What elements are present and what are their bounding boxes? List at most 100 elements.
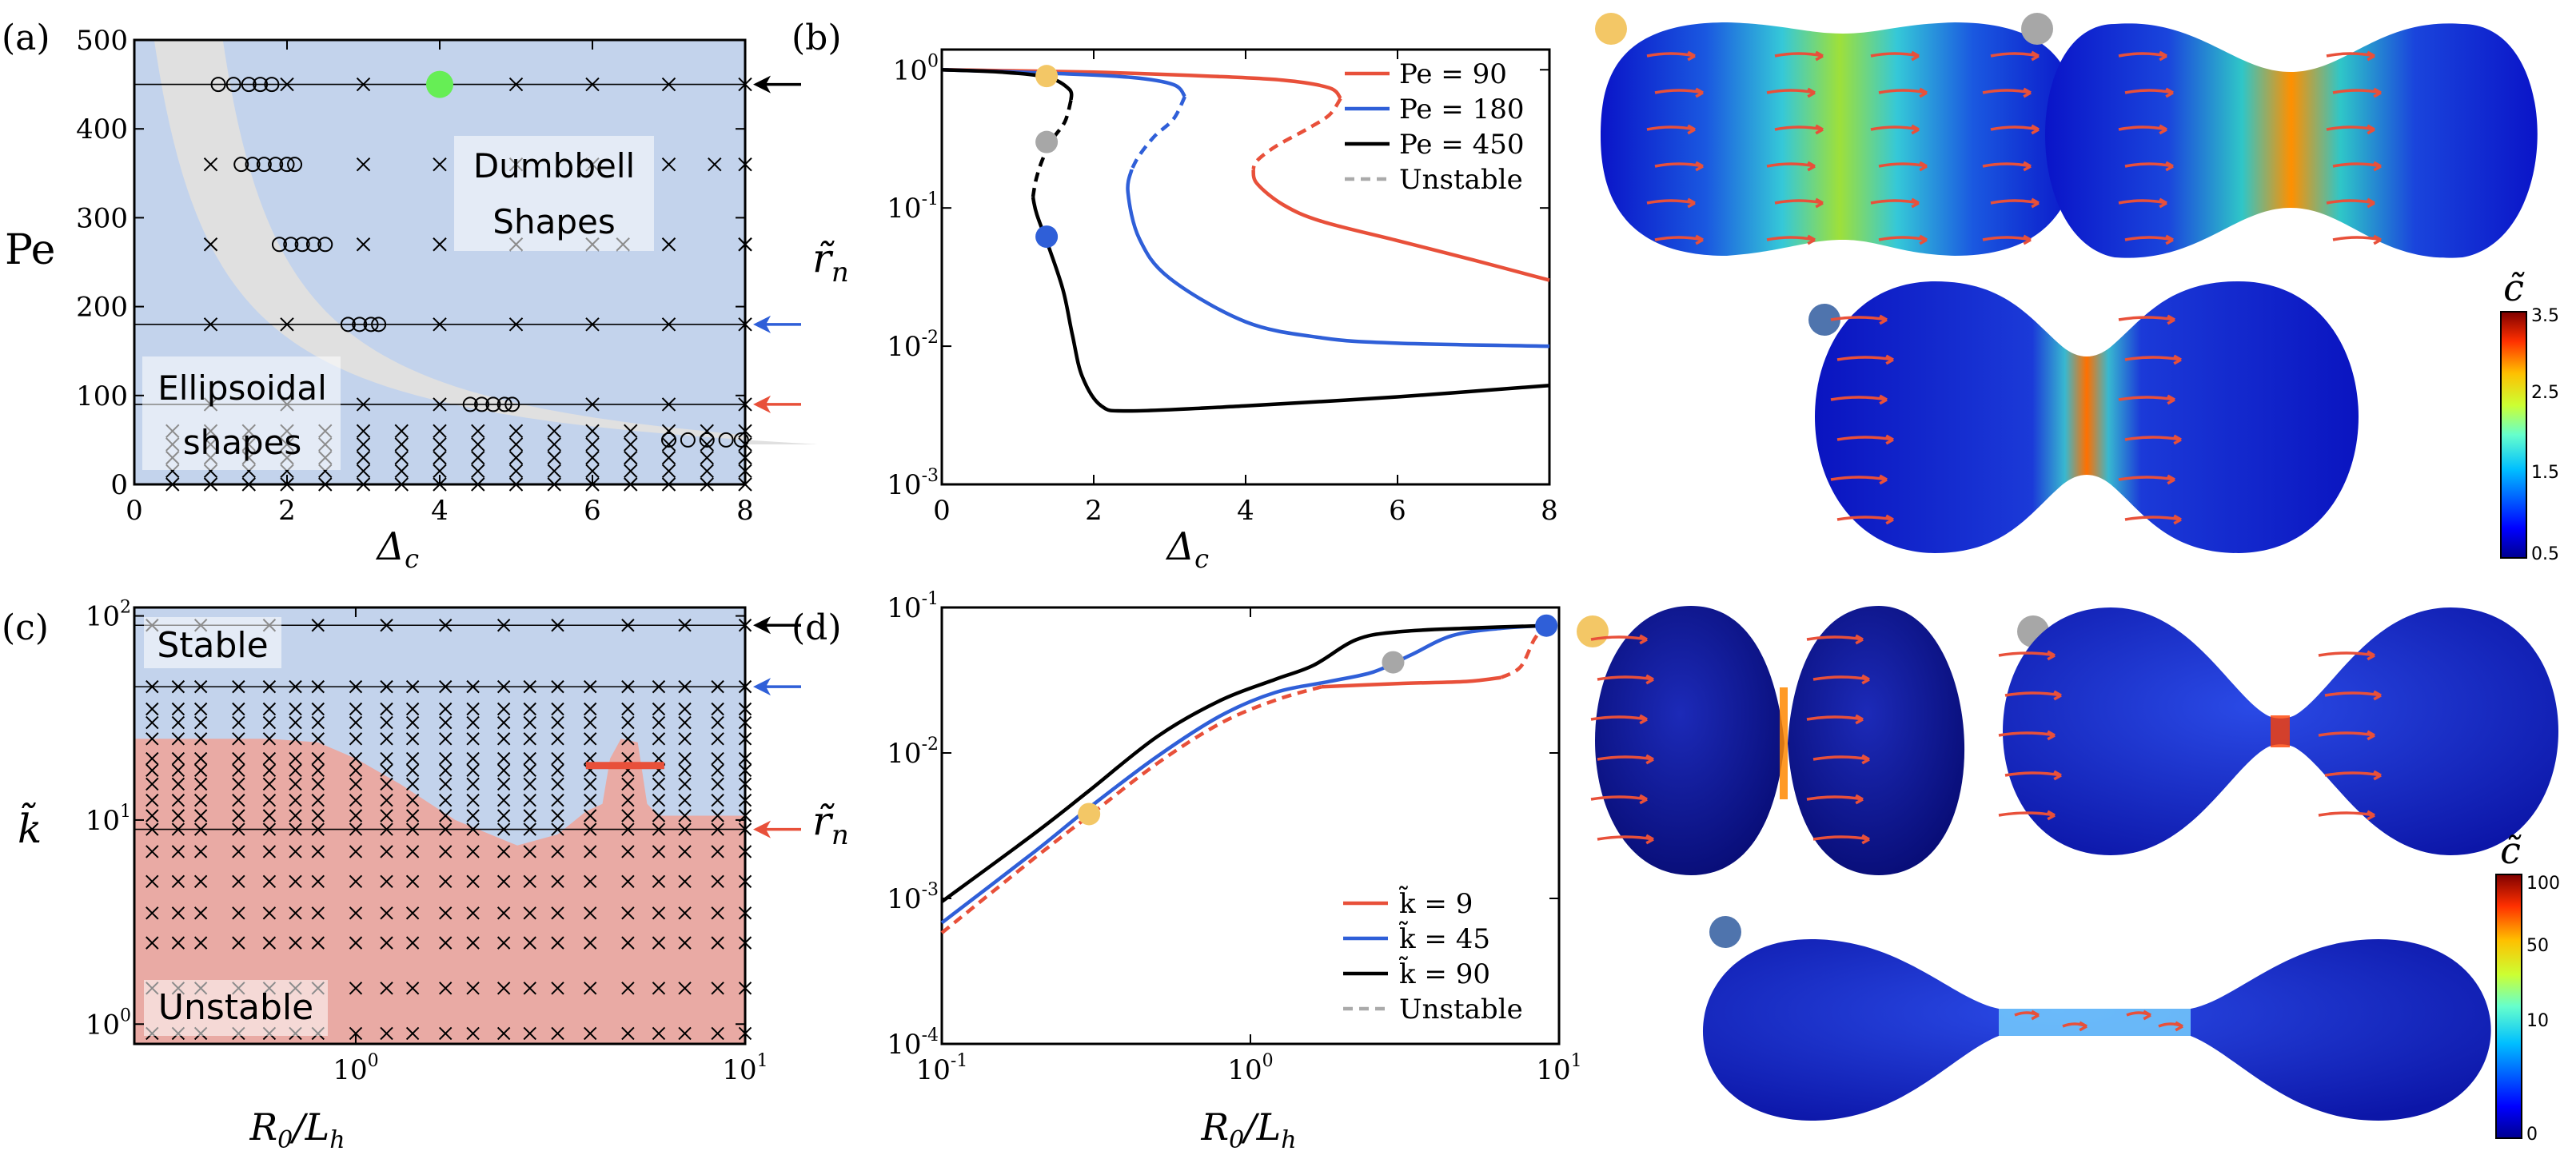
- flow-arrow-top-head-45: [2173, 434, 2182, 445]
- flow-arrow-top-head-16: [1911, 124, 1920, 135]
- flow-arrow-top-head-20: [1911, 197, 1920, 209]
- panel-c-cross-18-10: [678, 763, 692, 778]
- panel-c-cross-19-7: [711, 809, 724, 822]
- panel-a-circle-0-2: [241, 77, 257, 93]
- flow-arrow-top-head-19: [2023, 161, 2032, 172]
- panel-c-cross-4-3: [262, 906, 277, 920]
- panel-c-cross-18-2: [678, 936, 692, 950]
- panel-c-cross-9-5: [405, 845, 420, 858]
- panel-a-cross-2-11: [547, 450, 561, 465]
- marker-gray-dot: [2021, 13, 2053, 45]
- panel-c-cross-7-4: [349, 874, 363, 888]
- panel-c-cross-18-15: [678, 679, 692, 694]
- panel-d-xtick-1-label: 100: [1227, 1051, 1273, 1086]
- panel-c-cross-11-2: [466, 936, 480, 950]
- flow-arrow-bottom-9: [1812, 755, 1870, 761]
- panel-c-cross-15-1: [583, 982, 597, 995]
- colorbar-top-tick-1: 3.5: [2531, 306, 2559, 326]
- panel-c-cross-8-16: [380, 619, 393, 632]
- panel-a-cross-1-7: [394, 464, 409, 479]
- panel-c-cross-17-7: [652, 809, 666, 822]
- panel-c-cross-3-10: [232, 763, 245, 778]
- region-label-unstable: Unstable: [158, 987, 313, 1028]
- panel-a-xlabel: Δc: [375, 524, 419, 574]
- flow-arrow-bottom-head-24: [2143, 1010, 2151, 1021]
- panel-a-circle-3-1: [352, 317, 368, 333]
- panel-c-cross-11-9: [466, 777, 480, 791]
- panel-c-cross-0-12: [146, 732, 159, 746]
- flow-arrow-bottom-11: [1812, 835, 1870, 841]
- panel-c-cross-14-14: [551, 702, 564, 716]
- panel-c-cross-7-9: [349, 777, 363, 791]
- panel-c-cross-2-11: [193, 751, 208, 766]
- panel-c-cross-19-6: [711, 822, 724, 836]
- panel-d-series-0-stable: [1321, 675, 1502, 689]
- panel-c-cross-12-7: [496, 809, 511, 822]
- panel-c-cross-12-3: [496, 906, 511, 920]
- panel-a-xtick-0-label: 0: [126, 495, 143, 527]
- panel-a-cross-4-11: [547, 424, 561, 438]
- panel-c-cross-4-10: [262, 763, 277, 778]
- flow-arrow-top-42: [2118, 316, 2175, 321]
- panel-c-ylabel: k̃: [18, 803, 42, 852]
- panel-c-cross-14-4: [551, 874, 564, 888]
- panel-c-cross-17-14: [652, 702, 666, 716]
- panel-c-cross-12-2: [496, 936, 511, 950]
- panel-a-cross-8-2: [203, 157, 218, 172]
- panel-c-cross-9-2: [405, 936, 420, 950]
- panel-a-cross-4-9: [471, 424, 485, 438]
- panel-b-marker-0: [1035, 65, 1059, 88]
- panel-c-cross-2-2: [193, 936, 208, 950]
- panel-a-cross-1-8: [433, 464, 447, 479]
- panel-c-cross-12-1: [496, 982, 511, 995]
- panel-b-axes: 0 2 4 6 8 10-3 10-2 10-1 100: [887, 48, 1558, 527]
- flow-arrow-bottom-0: [1590, 635, 1648, 641]
- panel-a-cross-4-13: [624, 424, 638, 438]
- panel-c-cross-7-15: [349, 679, 363, 694]
- panel-a-ytick-1-label: 100: [76, 380, 128, 412]
- panel-c-cross-3-12: [232, 732, 245, 746]
- flow-arrow-top-46: [2118, 476, 2175, 481]
- flow-arrow-bottom-19: [2318, 731, 2375, 737]
- panel-c-cross-5-9: [289, 777, 302, 791]
- flow-arrow-top-head-1: [1815, 50, 1824, 62]
- panel-c-cross-3-3: [232, 906, 245, 920]
- panel-a-cross-5-12: [585, 397, 600, 412]
- flow-arrow-bottom-3: [1597, 755, 1654, 761]
- panel-c-cross-10-3: [438, 906, 453, 920]
- flow-arrow-top-43: [2124, 356, 2182, 361]
- panel-c-cross-9-1: [405, 982, 420, 995]
- panel-c-cross-5-10: [289, 763, 302, 778]
- panel-c-cross-3-13: [232, 715, 245, 730]
- panel-c-cross-3-9: [232, 777, 245, 791]
- panel-d-legend-label-3: Unstable: [1399, 994, 1523, 1026]
- panel-c-cross-8-7: [380, 809, 393, 822]
- panel-c-cross-5-3: [289, 906, 302, 920]
- panel-c-cross-9-11: [405, 751, 420, 766]
- panel-c-cross-9-3: [405, 906, 420, 920]
- panel-a-ytick-5-label: 500: [76, 25, 128, 57]
- panel-a-cross-9-14: [661, 77, 676, 92]
- panel-c-cross-6-15: [311, 679, 325, 694]
- flow-arrow-top-head-33: [2373, 161, 2382, 172]
- panel-c-cross-14-1: [551, 982, 564, 995]
- panel-c-cross-19-1: [711, 982, 724, 995]
- panel-c-cross-2-15: [193, 679, 208, 694]
- flow-arrow-bottom-head-10: [1855, 794, 1864, 805]
- panel-c-cross-18-7: [678, 809, 692, 822]
- flow-arrow-top-head-41: [1885, 514, 1894, 525]
- panel-a-cross-2-8: [433, 450, 447, 465]
- panel-c-cross-8-8: [380, 793, 393, 807]
- panel-a-cross-7-8: [433, 237, 447, 252]
- flow-arrow-top-head-46: [2167, 474, 2175, 485]
- panel-c-cross-1-8: [171, 793, 185, 807]
- panel-a-axes: 0 2 4 6 8 0 100 200 300 400 500: [76, 25, 754, 527]
- panel-c-cross-11-8: [466, 793, 480, 807]
- panel-c-cross-14-11: [551, 751, 564, 766]
- panel-c-cross-19-10: [711, 763, 724, 778]
- panel-b-series-0-unstable: [1251, 97, 1342, 170]
- shape-arrows-top: [1646, 50, 2382, 525]
- panel-c-cross-0-8: [146, 793, 159, 807]
- panel-c-cross-17-2: [652, 936, 666, 950]
